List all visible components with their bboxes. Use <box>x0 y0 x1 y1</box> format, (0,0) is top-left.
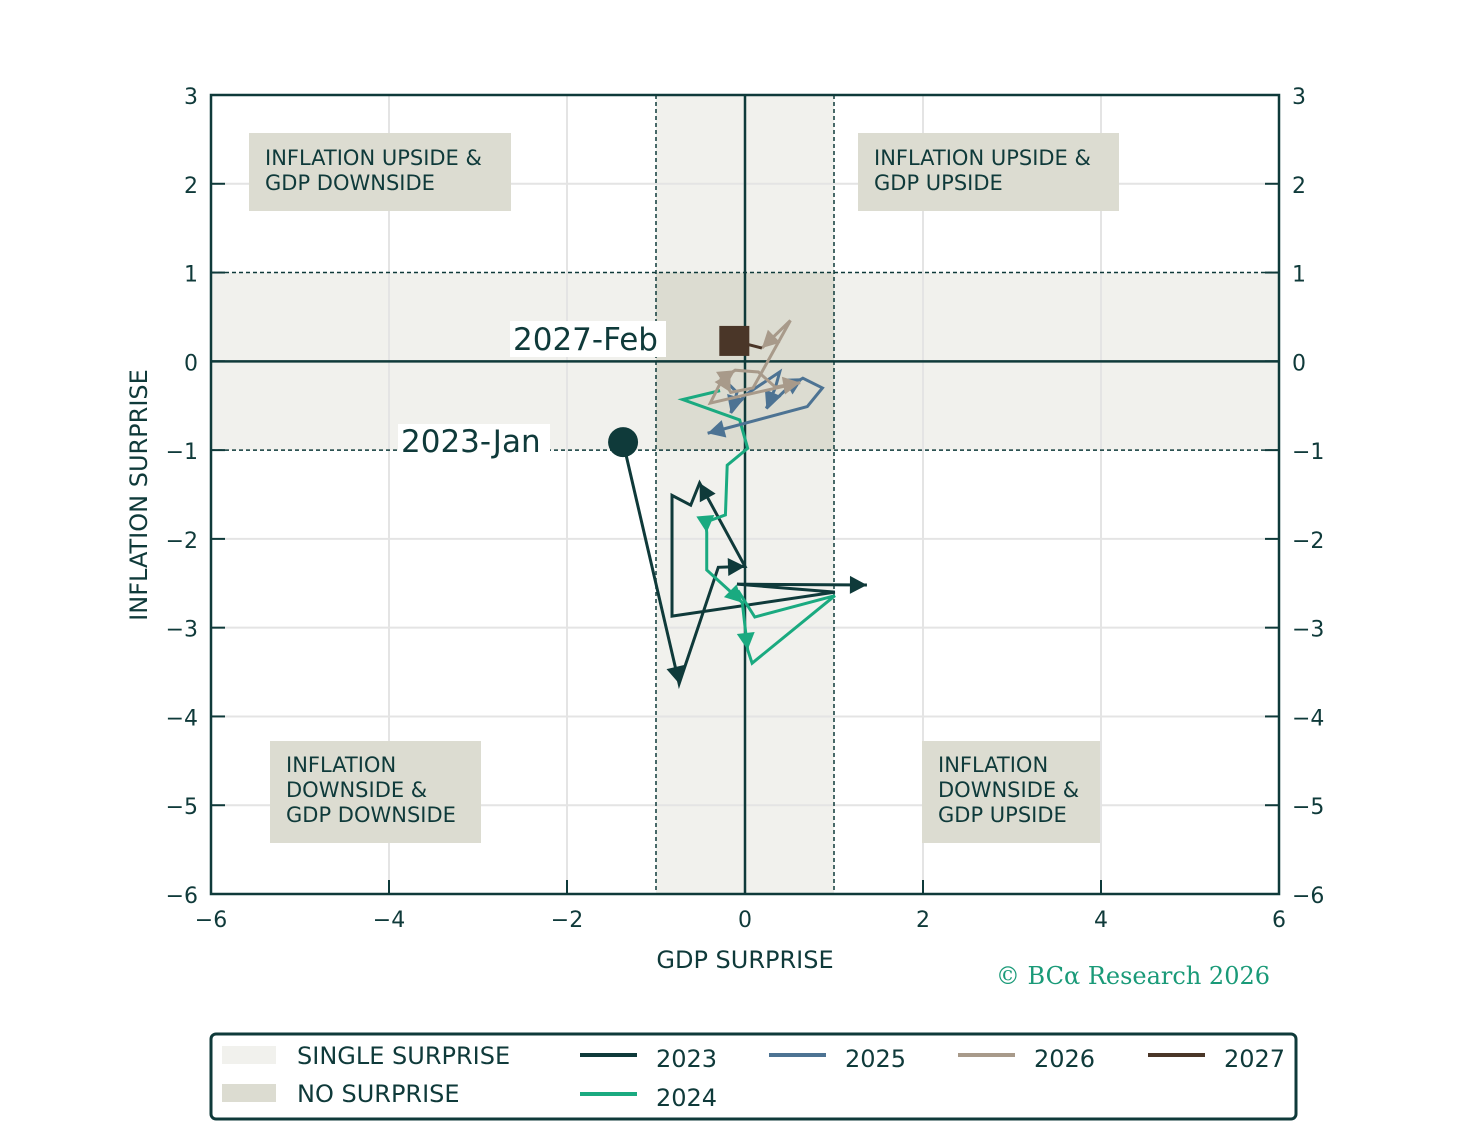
annotations: 2023-Jan 2027-Feb <box>398 321 750 460</box>
quadrant-label-line: DOWNSIDE & <box>938 778 1079 802</box>
legend: SINGLE SURPRISE NO SURPRISE 2023 2024 2025 20… <box>209 1032 1298 1121</box>
quadrant-label-line: GDP UPSIDE <box>938 803 1067 827</box>
start-label-background <box>398 424 550 460</box>
quadrant-label-line: DOWNSIDE & <box>286 778 427 802</box>
end-point-marker <box>719 325 750 356</box>
y-tick-label-right: 0 <box>1292 351 1306 376</box>
x-tick-label: −4 <box>373 908 405 933</box>
y-tick-label-right: 2 <box>1292 174 1306 199</box>
copyright-credit: © BCα Research 2026 <box>996 962 1270 990</box>
quadrant-label-line: INFLATION <box>938 753 1048 777</box>
quadrant-label-upper-right: INFLATION UPSIDE &GDP UPSIDE <box>858 133 1119 211</box>
series-2026 <box>707 319 801 406</box>
y-tick-label-left: −3 <box>166 618 198 643</box>
y-tick-label-right: 1 <box>1292 263 1306 288</box>
quadrant-label-box <box>922 741 1100 843</box>
quadrant-label-box <box>858 133 1119 211</box>
arrow-marker-2025 <box>707 420 727 438</box>
y-tick-label-left: −1 <box>166 440 198 465</box>
quadrant-label-line: INFLATION UPSIDE & <box>874 146 1091 170</box>
legend-swatch-single-surprise <box>222 1046 276 1064</box>
y-tick-label-right: −6 <box>1292 884 1324 909</box>
legend-label-2025: 2025 <box>845 1045 906 1073</box>
x-tick-label: 0 <box>738 908 752 933</box>
series-2023 <box>621 441 867 690</box>
start-label: 2023-Jan <box>401 424 541 460</box>
series-line-2024 <box>677 389 836 666</box>
y-tick-label-right: −2 <box>1292 529 1324 554</box>
quadrant-label-line: GDP UPSIDE <box>874 171 1003 195</box>
quadrant-label-upper-left: INFLATION UPSIDE &GDP DOWNSIDE <box>249 133 511 211</box>
y-tick-label-right: −4 <box>1292 706 1324 731</box>
arrow-marker-2025 <box>764 389 782 409</box>
quadrant-label-line: GDP DOWNSIDE <box>286 803 456 827</box>
series-2024 <box>677 389 836 666</box>
arrow-marker-2023 <box>699 482 716 503</box>
legend-label-2023: 2023 <box>656 1045 717 1073</box>
arrow-marker-2026 <box>714 373 731 393</box>
arrow-marker-2023 <box>666 665 685 684</box>
y-tick-label-left: 1 <box>184 263 198 288</box>
y-tick-label-right: 3 <box>1292 85 1306 110</box>
y-tick-label-left: −2 <box>166 529 198 554</box>
arrow-marker-2023 <box>849 575 867 594</box>
quadrant-label-box <box>270 741 481 843</box>
series-line-2023 <box>621 441 867 690</box>
y-tick-label-left: 2 <box>184 174 198 199</box>
legend-frame <box>209 1032 1298 1121</box>
legend-label-2027: 2027 <box>1224 1045 1285 1073</box>
x-tick-label: 6 <box>1272 908 1286 933</box>
legend-label-2026: 2026 <box>1034 1045 1095 1073</box>
y-tick-label-right: −3 <box>1292 618 1324 643</box>
quadrant-label-line: INFLATION <box>286 753 396 777</box>
legend-label: SINGLE SURPRISE <box>297 1042 510 1070</box>
legend-label-2024: 2024 <box>656 1084 717 1112</box>
quadrant-label-box <box>249 133 511 211</box>
arrow-marker-2024 <box>696 514 715 533</box>
y-axis-title: INFLATION SURPRISE <box>125 369 153 621</box>
y-tick-label-left: 0 <box>184 351 198 376</box>
y-tick-label-right: −5 <box>1292 795 1324 820</box>
x-tick-label: 2 <box>916 908 930 933</box>
y-tick-label-left: −4 <box>166 706 198 731</box>
y-tick-label-left: −6 <box>166 884 198 909</box>
arrow-marker-2024 <box>736 631 755 650</box>
end-label-background <box>510 321 666 357</box>
legend-swatch-no-surprise <box>222 1084 276 1102</box>
series-lines <box>621 319 867 690</box>
y-tick-label-right: −1 <box>1292 440 1324 465</box>
x-axis-title: GDP SURPRISE <box>656 946 833 974</box>
quadrant-labels: INFLATION UPSIDE &GDP DOWNSIDEINFLATION … <box>249 133 1119 843</box>
x-tick-label: −6 <box>195 908 227 933</box>
end-label: 2027-Feb <box>513 322 658 358</box>
quadrant-label-line: INFLATION UPSIDE & <box>265 146 482 170</box>
arrow-marker-2023 <box>727 557 745 576</box>
y-tick-label-left: −5 <box>166 795 198 820</box>
series-line-2026 <box>707 319 801 406</box>
x-tick-label: 4 <box>1094 908 1108 933</box>
quadrant-label-line: GDP DOWNSIDE <box>265 171 435 195</box>
arrow-marker-2026 <box>761 329 781 349</box>
arrow-marker-2024 <box>723 584 743 603</box>
legend-label: NO SURPRISE <box>297 1080 460 1108</box>
y-tick-label-left: 3 <box>184 85 198 110</box>
x-tick-label: −2 <box>551 908 583 933</box>
start-point-marker <box>608 427 639 458</box>
axes: −6 −4 −2 0 2 4 6 3 3 2 2 1 1 0 0 −1 −1 −2 −2 −3 −3 −4 −4 −5 −5 −6… <box>166 85 1325 933</box>
arrow-marker-2026 <box>781 376 801 395</box>
